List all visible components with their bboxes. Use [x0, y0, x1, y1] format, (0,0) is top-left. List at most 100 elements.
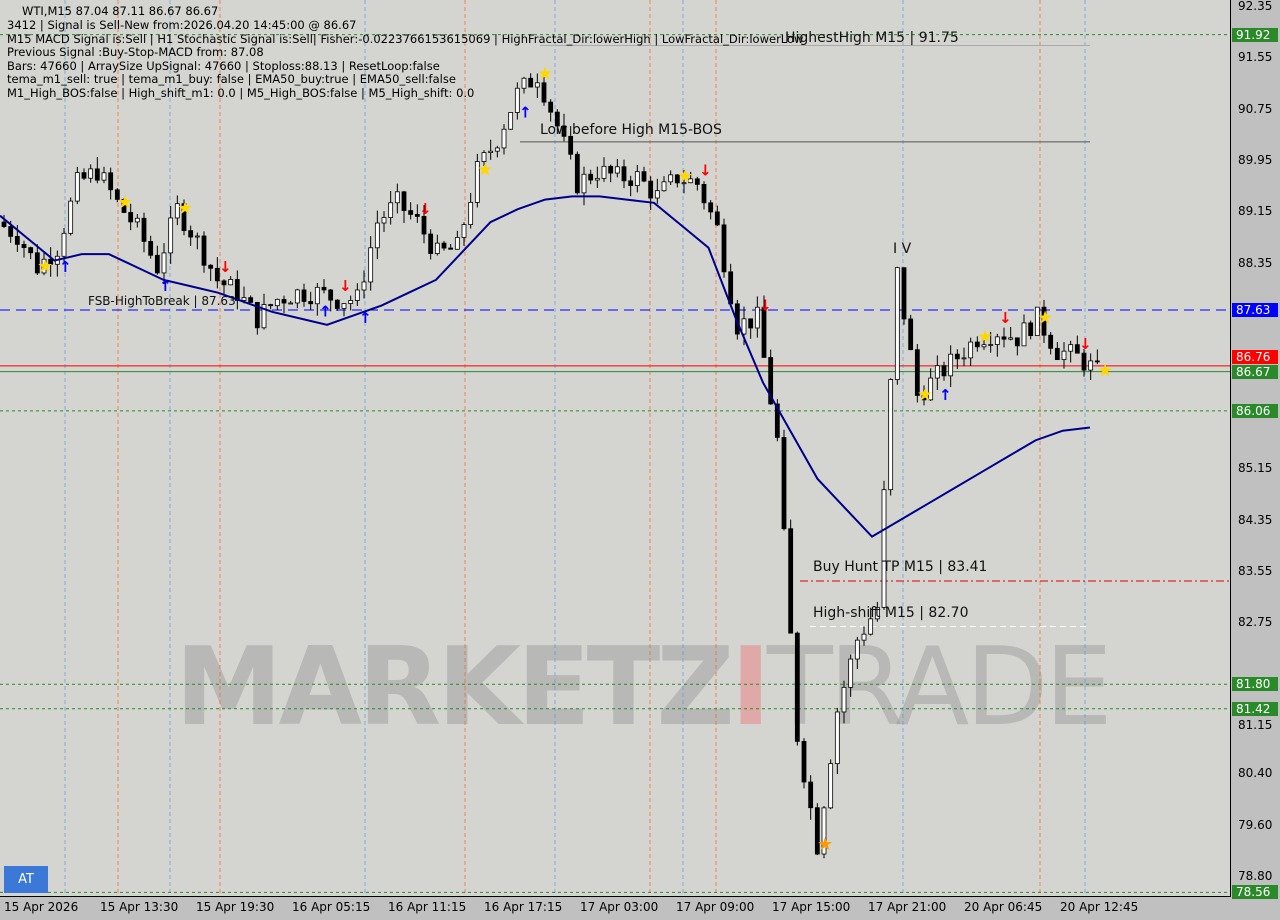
candle-body: [814, 807, 820, 855]
candle-body: [641, 171, 647, 182]
time-tick: 17 Apr 09:00: [676, 900, 755, 914]
chart-plot-area[interactable]: MARKETZITRADE ★ ★ ★ ↑ ↑ ↑ ↑ ↓ ↓ ↓ ★ ★ ↑ ★ ↓ ↓ ★ ★ ↑ ★ ↓ ★ ↓ ★ W…: [0, 0, 1231, 897]
candle-body: [188, 230, 194, 238]
signal-star-marker: ★: [1037, 307, 1053, 328]
candle-body: [288, 302, 294, 305]
price-tick: 89.15: [1238, 204, 1273, 219]
signal-star-marker: ★: [817, 834, 833, 855]
candle-body: [261, 304, 267, 329]
candle-body: [488, 150, 494, 153]
candle-body: [661, 181, 667, 192]
candle-body: [168, 217, 174, 254]
candle-body: [528, 77, 534, 88]
candle-body: [1008, 337, 1014, 340]
chart-annotation: High-shift M15 | 82.70: [813, 604, 969, 621]
price-level-tag: 91.92: [1232, 27, 1278, 42]
candle-body: [701, 183, 707, 204]
candle-body: [581, 173, 587, 194]
candle-body: [461, 224, 467, 238]
candle-body: [221, 280, 227, 286]
candle-body: [928, 377, 934, 401]
candle-body: [848, 658, 854, 688]
sell-arrow-marker: ↓: [999, 309, 1012, 327]
price-tick: 90.75: [1238, 101, 1273, 116]
chart-annotation: Low before High M15-BOS: [540, 121, 722, 138]
buy-arrow-marker: ↑: [59, 258, 72, 276]
candle-body: [321, 286, 327, 291]
info-line: tema_m1_sell: true | tema_m1_buy: false …: [7, 72, 456, 86]
sell-arrow-marker: ↓: [339, 277, 352, 295]
auto-trading-button[interactable]: AT: [4, 866, 48, 893]
candle-body: [14, 235, 20, 245]
candle-body: [868, 618, 874, 635]
candle-body: [668, 174, 674, 183]
candle-body: [801, 740, 807, 783]
buy-arrow-marker: ↑: [939, 386, 952, 404]
chart-annotation: FSB-HighToBreak | 87.63: [88, 294, 236, 309]
candle-body: [388, 202, 394, 218]
candle-body: [114, 189, 120, 200]
candle-body: [808, 781, 814, 809]
sell-arrow-marker: ↓: [219, 258, 232, 276]
candle-body: [888, 379, 894, 491]
candle-body: [754, 306, 760, 329]
sell-arrow-marker: ↓: [419, 200, 432, 218]
time-tick: 17 Apr 03:00: [580, 900, 659, 914]
candle-body: [234, 279, 240, 301]
buy-arrow-marker: ↑: [159, 277, 172, 295]
candle-body: [381, 217, 387, 224]
candle-body: [681, 182, 687, 185]
time-tick: 20 Apr 12:45: [1060, 900, 1139, 914]
candle-body: [361, 281, 367, 291]
candle-body: [481, 152, 487, 162]
candle-body: [468, 201, 474, 225]
buy-arrow-marker: ↑: [319, 303, 332, 321]
price-tick: 83.55: [1238, 563, 1273, 578]
info-line: 3412 | Signal is Sell-New from:2026.04.2…: [7, 18, 357, 32]
candle-body: [654, 190, 660, 199]
price-level-tag: 86.06: [1232, 403, 1278, 418]
candle-body: [874, 606, 880, 620]
time-tick: 20 Apr 06:45: [964, 900, 1043, 914]
price-level-tag: 87.63: [1232, 303, 1278, 318]
candle-body: [101, 172, 107, 181]
watermark: MARKETZITRADE: [175, 625, 1113, 750]
signal-star-marker: ★: [917, 384, 933, 405]
signal-star-marker: ★: [477, 160, 493, 181]
candle-body: [561, 125, 567, 137]
candle-body: [781, 437, 787, 530]
candle-body: [708, 202, 714, 213]
candle-body: [108, 172, 114, 191]
candle-body: [434, 242, 440, 254]
time-tick: 17 Apr 21:00: [868, 900, 947, 914]
candle-body: [1021, 322, 1027, 347]
candle-body: [401, 191, 407, 211]
candle-body: [608, 165, 614, 174]
candle-body: [588, 173, 594, 181]
signal-star-marker: ★: [977, 327, 993, 348]
candle-body: [741, 318, 747, 335]
candle-body: [841, 686, 847, 713]
price-tick: 78.80: [1238, 868, 1273, 883]
candle-body: [634, 171, 640, 186]
price-tick: 82.75: [1238, 615, 1273, 630]
candle-body: [554, 111, 560, 127]
candle-body: [208, 264, 214, 269]
candle-body: [174, 203, 180, 219]
signal-star-marker: ★: [37, 256, 53, 277]
chart-annotation: I V: [893, 240, 912, 257]
signal-star-marker: ★: [677, 166, 693, 187]
price-tick: 81.15: [1238, 718, 1273, 733]
candle-body: [154, 254, 160, 274]
candle-body: [21, 243, 27, 249]
candle-body: [428, 233, 434, 254]
candle-body: [941, 365, 947, 377]
price-level-tag: 86.76: [1232, 349, 1278, 364]
price-level-tag: 78.56: [1232, 885, 1278, 900]
candle-body: [121, 198, 127, 213]
info-line: Bars: 47660 | ArraySize UpSignal: 47660 …: [7, 58, 440, 73]
candle-body: [34, 252, 40, 274]
time-tick: 16 Apr 05:15: [292, 900, 371, 914]
price-tick: 92.35: [1238, 0, 1273, 13]
sell-arrow-marker: ↓: [1079, 335, 1092, 353]
